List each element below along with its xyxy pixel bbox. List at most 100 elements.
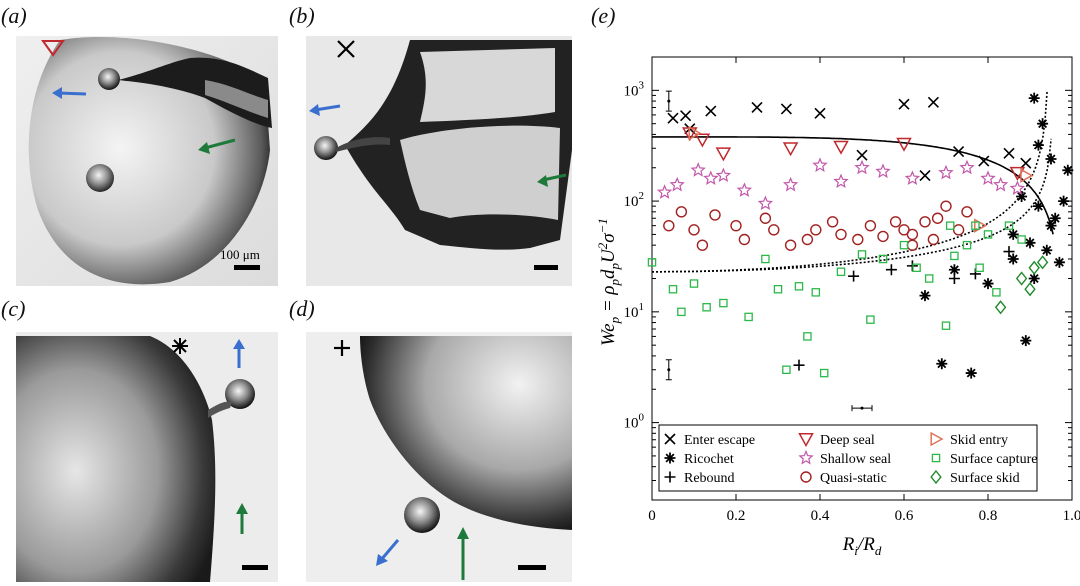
svg-text:Wep = ρpdpU2σ−1: Wep = ρpdpU2σ−1 bbox=[595, 218, 622, 346]
blue-arrow-icon bbox=[376, 539, 400, 566]
data-point bbox=[835, 228, 847, 241]
data-point bbox=[768, 224, 780, 236]
data-point bbox=[667, 112, 679, 124]
data-point bbox=[1041, 244, 1053, 256]
data-point bbox=[1028, 92, 1040, 104]
legend-box bbox=[658, 424, 1038, 492]
enter-escape-marker-icon bbox=[337, 40, 355, 58]
green-arrow-icon bbox=[457, 527, 469, 580]
legend-label: Deep seal bbox=[820, 433, 875, 448]
data-point bbox=[945, 221, 955, 230]
data-point bbox=[694, 133, 711, 148]
data-point bbox=[992, 288, 1001, 297]
panel-label-c: (c) bbox=[1, 296, 26, 321]
data-point bbox=[1003, 246, 1015, 258]
data-point bbox=[885, 264, 897, 276]
green-arrow-icon bbox=[236, 503, 248, 534]
data-point bbox=[669, 176, 685, 192]
data-point bbox=[1045, 220, 1057, 232]
data-point bbox=[696, 239, 709, 251]
data-point bbox=[978, 155, 990, 167]
data-point bbox=[773, 284, 783, 294]
legend-marker bbox=[664, 433, 676, 445]
blue-arrow-icon bbox=[309, 104, 341, 116]
legend-marker bbox=[931, 453, 941, 463]
data-point bbox=[938, 164, 954, 180]
data-point bbox=[782, 365, 791, 374]
axis-ticks: 0 0.2 0.4 0.6 0.8 1.0 100 101 102 103 bbox=[624, 56, 1080, 524]
data-point bbox=[948, 273, 960, 284]
data-point bbox=[688, 125, 702, 141]
data-point bbox=[803, 332, 812, 341]
x-tick-label: 0.8 bbox=[979, 508, 998, 524]
data-point bbox=[1017, 235, 1026, 244]
legend-label: Quasi-static bbox=[820, 471, 887, 486]
green-arrow-icon bbox=[537, 173, 567, 187]
x-tick-label: 0.2 bbox=[727, 508, 746, 524]
capture-boundary-curve bbox=[652, 138, 1052, 273]
panel-label-b: (b) bbox=[289, 3, 315, 28]
data-point bbox=[1020, 335, 1032, 347]
y-tick-label: 101 bbox=[624, 301, 645, 321]
data-point bbox=[738, 233, 751, 246]
data-point bbox=[736, 182, 753, 197]
data-point bbox=[782, 176, 799, 192]
photo-panel-a bbox=[16, 36, 278, 286]
y-tick-label: 102 bbox=[624, 190, 645, 210]
scale-bar bbox=[534, 265, 558, 270]
data-point bbox=[811, 288, 821, 297]
photo-panel-d bbox=[306, 332, 572, 582]
ricochet-marker-icon bbox=[172, 338, 188, 354]
regime-boundary-curves bbox=[652, 91, 1054, 273]
data-point bbox=[647, 258, 657, 267]
data-point bbox=[971, 221, 980, 230]
data-point bbox=[1032, 139, 1044, 151]
data-point bbox=[919, 290, 931, 302]
data-point bbox=[730, 219, 742, 232]
panel-label-d: (d) bbox=[289, 296, 315, 321]
green-arrow-icon bbox=[198, 138, 236, 154]
data-point bbox=[1028, 260, 1040, 275]
data-point bbox=[940, 200, 952, 212]
data-point bbox=[965, 367, 977, 379]
error-bar bbox=[667, 99, 671, 103]
data-point bbox=[675, 206, 688, 218]
data-point bbox=[668, 284, 678, 294]
data-point bbox=[878, 254, 888, 264]
legend-marker bbox=[798, 449, 814, 465]
data-point bbox=[875, 163, 891, 179]
x-axis-label: Ri/Rd bbox=[842, 534, 882, 558]
data-point bbox=[936, 358, 948, 370]
legend-label: Shallow seal bbox=[820, 452, 891, 467]
data-point bbox=[1049, 212, 1061, 224]
data-point bbox=[1037, 118, 1049, 130]
data-point bbox=[833, 173, 849, 189]
legend: Enter escape Deep seal Skid entry Ricochet S… bbox=[658, 424, 1038, 492]
data-point bbox=[919, 170, 931, 182]
data-point bbox=[1058, 195, 1070, 207]
data-point bbox=[689, 279, 699, 288]
data-point bbox=[898, 98, 910, 110]
data-point bbox=[663, 219, 675, 232]
data-point bbox=[904, 170, 921, 185]
data-point bbox=[992, 176, 1009, 192]
x-tick-label: 0.4 bbox=[811, 508, 830, 524]
data-point bbox=[1020, 157, 1032, 169]
data-point bbox=[1024, 282, 1036, 297]
legend-label: Surface skid bbox=[950, 471, 1020, 486]
legend-label: Ricochet bbox=[684, 452, 734, 467]
data-point bbox=[899, 240, 909, 250]
data-point bbox=[705, 105, 717, 117]
data-point bbox=[931, 212, 944, 224]
data-point bbox=[703, 170, 719, 185]
x-tick-label: 1.0 bbox=[1063, 508, 1080, 524]
data-point bbox=[810, 224, 822, 236]
legend-label: Surface capture bbox=[950, 452, 1037, 467]
data-point bbox=[1009, 180, 1026, 195]
data-point bbox=[906, 239, 919, 251]
data-point bbox=[975, 263, 984, 273]
legend-marker bbox=[800, 471, 812, 483]
data-point bbox=[1007, 253, 1019, 265]
legend-marker bbox=[798, 433, 814, 448]
